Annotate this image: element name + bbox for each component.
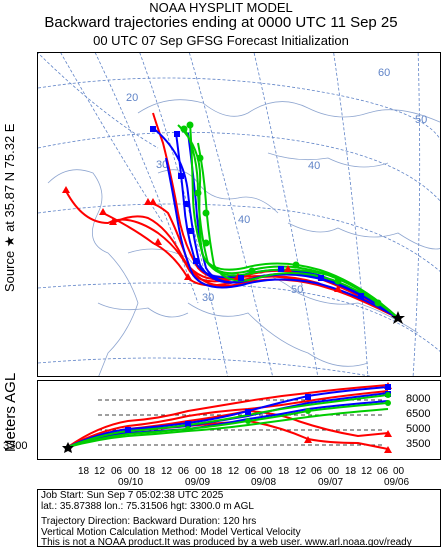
grid-label: 40 [238, 214, 250, 226]
hour-tick: 18 [144, 466, 156, 477]
red-markers [62, 186, 342, 292]
hour-tick: 00 [128, 466, 140, 477]
job-start: Job Start: Sun Sep 7 05:02:38 UTC 2025 [41, 490, 224, 501]
height-lines [67, 384, 389, 450]
hour-tick: 12 [295, 466, 307, 477]
hour-tick: 12 [94, 466, 106, 477]
green-markers [180, 121, 382, 307]
coastlines [47, 99, 440, 376]
disclaimer: This is not a NOAA product.It was produc… [41, 537, 412, 548]
trajectory-map: 20 30 40 50 30 40 50 60 [37, 52, 441, 377]
height-label: 3500 [406, 438, 431, 450]
source-coordinates: lat.: 35.87388 lon.: 75.31506 hgt: 3300.… [41, 500, 254, 512]
source-label: Source ★ at 35.87 N 75.32 E [2, 123, 17, 292]
grid-label: 50 [291, 284, 303, 296]
forecast-subtitle: 00 UTC 07 Sep GFSG Forecast Initializati… [93, 33, 349, 48]
grid-label: 40 [308, 160, 320, 172]
grid-labels: 20 30 40 50 30 40 50 60 [126, 67, 427, 304]
hour-tick: 06 [111, 466, 123, 477]
hour-tick: 06 [377, 466, 389, 477]
height-label: 8000 [406, 393, 431, 405]
vertical-motion: Vertical Motion Calculation Method: Mode… [41, 526, 301, 538]
grid-label: 20 [126, 92, 138, 104]
height-svg [62, 382, 392, 453]
date-label: 09/08 [251, 477, 277, 488]
hour-tick: 06 [245, 466, 257, 477]
trajectory-lines [65, 112, 399, 319]
date-label: 09/06 [384, 477, 410, 488]
grid-label: 30 [156, 159, 168, 171]
hour-tick: 12 [161, 466, 173, 477]
date-label: 09/09 [185, 477, 211, 488]
hour-tick: 06 [178, 466, 190, 477]
hour-tick: 18 [211, 466, 223, 477]
hour-tick: 18 [278, 466, 290, 477]
grid-label: 50 [415, 114, 427, 126]
lat-lon-grid [38, 53, 440, 376]
hour-tick: 12 [361, 466, 373, 477]
hour-tick: 12 [228, 466, 240, 477]
hour-tick: 00 [195, 466, 207, 477]
model-title: NOAA HYSPLIT MODEL [149, 0, 293, 15]
hour-tick: 00 [261, 466, 273, 477]
main-title: Backward trajectories ending at 0000 UTC… [44, 14, 398, 31]
height-gridlines [98, 399, 383, 446]
map-svg: 20 30 40 50 30 40 50 60 [38, 53, 440, 376]
trajectory-direction: Trajectory Direction: Backward Duration:… [41, 516, 257, 527]
source-star-icon [62, 442, 74, 453]
height-profile [37, 380, 441, 460]
height-start-label: 3300 [3, 440, 28, 452]
job-info: Job Start: Sun Sep 7 05:02:38 UTC 2025 l… [37, 489, 441, 548]
hour-tick: 18 [345, 466, 357, 477]
blue-markers [150, 126, 364, 299]
hour-tick: 00 [393, 466, 405, 477]
hour-tick: 18 [78, 466, 90, 477]
date-label: 09/07 [318, 477, 344, 488]
trajectory-markers [62, 121, 382, 307]
grid-label: 30 [202, 292, 214, 304]
height-label: 6500 [406, 408, 431, 420]
date-label: 09/10 [118, 477, 144, 488]
source-star-icon [391, 311, 405, 324]
height-markers [125, 382, 392, 453]
hour-tick: 06 [311, 466, 323, 477]
grid-label: 60 [378, 67, 390, 79]
height-label: 5000 [406, 423, 431, 435]
hour-tick: 00 [328, 466, 340, 477]
